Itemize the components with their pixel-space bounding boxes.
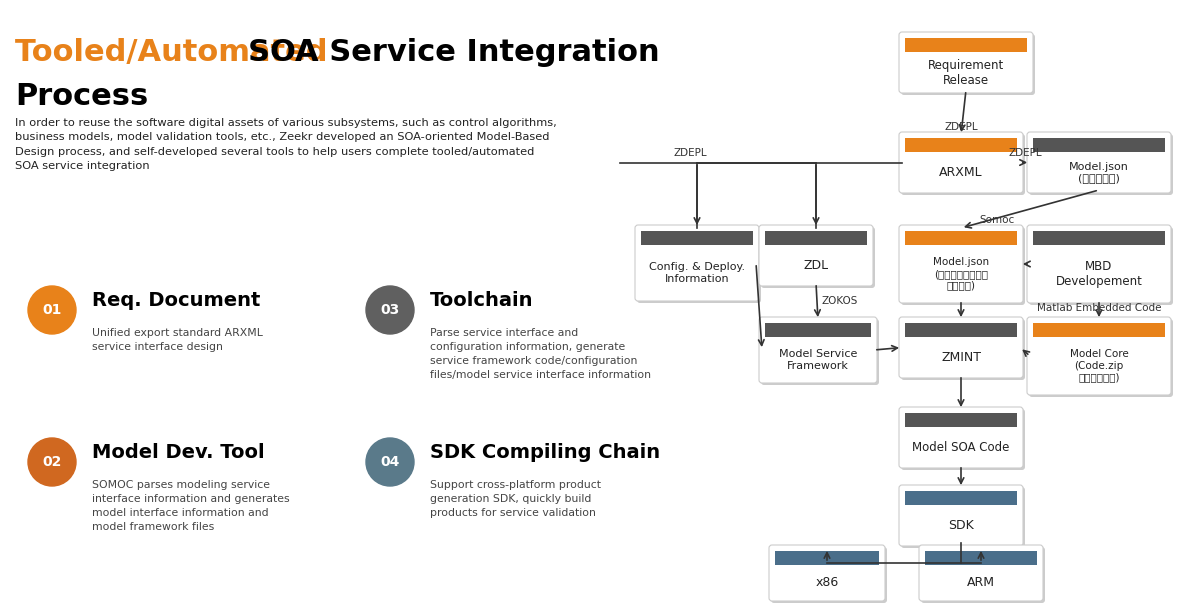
Text: Parse service interface and
configuration information, generate
service framewor: Parse service interface and configuratio…: [430, 328, 650, 380]
Text: Matlab Embedded Code: Matlab Embedded Code: [1037, 303, 1162, 313]
Text: 04: 04: [380, 455, 400, 469]
FancyBboxPatch shape: [901, 134, 1025, 195]
Text: Model Service
Framework: Model Service Framework: [779, 349, 857, 371]
Text: SOMOC parses modeling service
interface information and generates
model interfac: SOMOC parses modeling service interface …: [92, 480, 289, 532]
Text: ZDEPL: ZDEPL: [944, 122, 978, 132]
Bar: [905, 38, 1027, 52]
FancyBboxPatch shape: [635, 225, 760, 301]
Bar: [925, 551, 1037, 565]
Circle shape: [366, 286, 414, 334]
FancyBboxPatch shape: [901, 409, 1025, 470]
Text: In order to reuse the software digital assets of various subsystems, such as con: In order to reuse the software digital a…: [14, 118, 557, 171]
FancyBboxPatch shape: [761, 227, 875, 288]
Text: Requirement
Release: Requirement Release: [928, 58, 1004, 87]
FancyBboxPatch shape: [899, 407, 1022, 468]
Bar: [905, 491, 1018, 505]
Text: 02: 02: [42, 455, 61, 469]
Text: Config. & Deploy.
Information: Config. & Deploy. Information: [649, 262, 745, 284]
Text: SDK: SDK: [948, 519, 974, 532]
FancyBboxPatch shape: [899, 225, 1022, 303]
FancyBboxPatch shape: [637, 227, 761, 303]
Text: ZDL: ZDL: [804, 259, 828, 272]
Bar: [775, 551, 878, 565]
Bar: [1033, 231, 1165, 245]
FancyBboxPatch shape: [899, 485, 1022, 546]
Text: Model Dev. Tool: Model Dev. Tool: [92, 443, 265, 461]
Text: Process: Process: [14, 82, 149, 111]
Bar: [1033, 323, 1165, 337]
Bar: [1033, 138, 1165, 152]
Bar: [766, 323, 871, 337]
Text: Toolchain: Toolchain: [430, 291, 534, 310]
FancyBboxPatch shape: [899, 32, 1033, 93]
FancyBboxPatch shape: [761, 319, 878, 385]
FancyBboxPatch shape: [1030, 134, 1174, 195]
FancyBboxPatch shape: [1027, 317, 1171, 395]
Text: Model SOA Code: Model SOA Code: [912, 441, 1009, 454]
Text: ZDEPL: ZDEPL: [673, 148, 707, 157]
Text: ZOKOS: ZOKOS: [821, 296, 857, 307]
Circle shape: [366, 438, 414, 486]
FancyBboxPatch shape: [1027, 225, 1171, 303]
FancyBboxPatch shape: [919, 545, 1043, 601]
Text: x86: x86: [815, 577, 839, 589]
Text: ARM: ARM: [967, 577, 995, 589]
Text: ZMINT: ZMINT: [941, 351, 982, 364]
Text: ARXML: ARXML: [940, 166, 983, 179]
Text: MBD
Developement: MBD Developement: [1056, 260, 1142, 288]
Bar: [905, 413, 1018, 427]
Text: Tooled/Automated: Tooled/Automated: [14, 38, 338, 67]
Circle shape: [28, 286, 76, 334]
FancyBboxPatch shape: [769, 545, 886, 601]
Text: Model Core
(Code.zip
输出为压缩包): Model Core (Code.zip 输出为压缩包): [1069, 350, 1128, 382]
Text: Somoc: Somoc: [979, 215, 1015, 225]
FancyBboxPatch shape: [1030, 227, 1174, 305]
Text: 01: 01: [42, 303, 61, 317]
FancyBboxPatch shape: [1030, 319, 1174, 397]
FancyBboxPatch shape: [901, 34, 1034, 95]
Text: Unified export standard ARXML
service interface design: Unified export standard ARXML service in…: [92, 328, 263, 352]
FancyBboxPatch shape: [760, 317, 877, 383]
FancyBboxPatch shape: [901, 487, 1025, 548]
Bar: [905, 323, 1018, 337]
Text: Support cross-platform product
generation SDK, quickly build
products for servic: Support cross-platform product generatio…: [430, 480, 601, 518]
FancyBboxPatch shape: [901, 227, 1025, 305]
FancyBboxPatch shape: [772, 547, 887, 603]
FancyBboxPatch shape: [899, 317, 1022, 378]
Bar: [766, 231, 866, 245]
FancyBboxPatch shape: [901, 319, 1025, 380]
Text: SDK Compiling Chain: SDK Compiling Chain: [430, 443, 660, 461]
Text: Req. Document: Req. Document: [92, 291, 260, 310]
Text: ZDEPL: ZDEPL: [1008, 148, 1042, 157]
Text: Model.json
(包含模型与服务的
绑定信息): Model.json (包含模型与服务的 绑定信息): [932, 257, 989, 291]
Text: 03: 03: [380, 303, 400, 317]
FancyBboxPatch shape: [899, 132, 1022, 193]
Circle shape: [28, 438, 76, 486]
FancyBboxPatch shape: [760, 225, 874, 286]
Bar: [905, 138, 1018, 152]
FancyBboxPatch shape: [1027, 132, 1171, 193]
Bar: [641, 231, 754, 245]
Bar: [905, 231, 1018, 245]
Text: Model.json
(仅服务信息): Model.json (仅服务信息): [1069, 161, 1129, 183]
FancyBboxPatch shape: [922, 547, 1045, 603]
Text: SOA Service Integration: SOA Service Integration: [248, 38, 660, 67]
